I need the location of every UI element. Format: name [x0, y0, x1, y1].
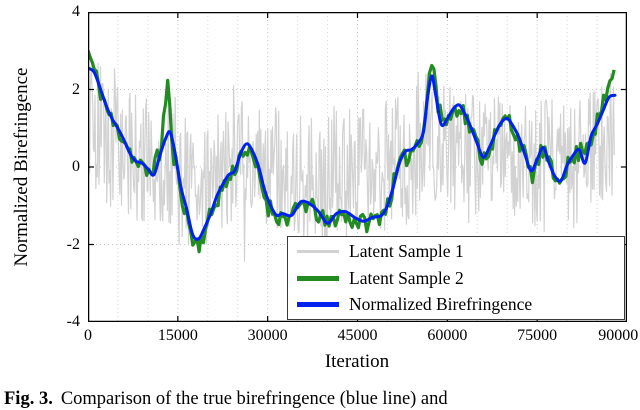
legend-line-swatch-blue: [297, 302, 339, 308]
y-tick-label: 0: [72, 158, 80, 175]
legend-line-swatch-gray: [297, 249, 339, 253]
caption-label: Fig. 3.: [4, 389, 53, 409]
x-tick-label: 15000: [157, 327, 198, 344]
caption-text: Comparison of the true birefringence (bl…: [60, 389, 448, 409]
legend-entry-normalized-birefringence: Normalized Birefringence: [288, 292, 624, 317]
legend-label: Latent Sample 1: [349, 240, 464, 261]
chart-legend: Latent Sample 1 Latent Sample 2 Normaliz…: [287, 236, 625, 320]
x-axis-label: Iteration: [324, 351, 390, 372]
y-tick-label: -2: [66, 235, 80, 253]
legend-line-swatch-green: [297, 275, 339, 281]
legend-label: Latent Sample 2: [349, 267, 464, 288]
legend-entry-latent-sample-1: Latent Sample 1: [288, 239, 624, 264]
x-tick-label: 75000: [517, 327, 558, 344]
x-tick-label: 60000: [427, 327, 468, 344]
y-tick-label: 2: [72, 80, 80, 98]
legend-entry-latent-sample-2: Latent Sample 2: [288, 266, 624, 291]
x-tick-label: 30000: [247, 327, 288, 344]
legend-label: Normalized Birefringence: [349, 294, 533, 315]
y-tick-label: -4: [66, 313, 80, 330]
x-tick-label: 90000: [598, 327, 639, 344]
x-tick-label: 0: [84, 327, 92, 344]
y-tick-label: 4: [72, 3, 80, 20]
y-axis-label: Normalized Birefringence: [11, 67, 32, 267]
figure-caption: Fig. 3. Comparison of the true birefringe…: [4, 389, 448, 410]
x-tick-label: 45000: [337, 327, 378, 344]
